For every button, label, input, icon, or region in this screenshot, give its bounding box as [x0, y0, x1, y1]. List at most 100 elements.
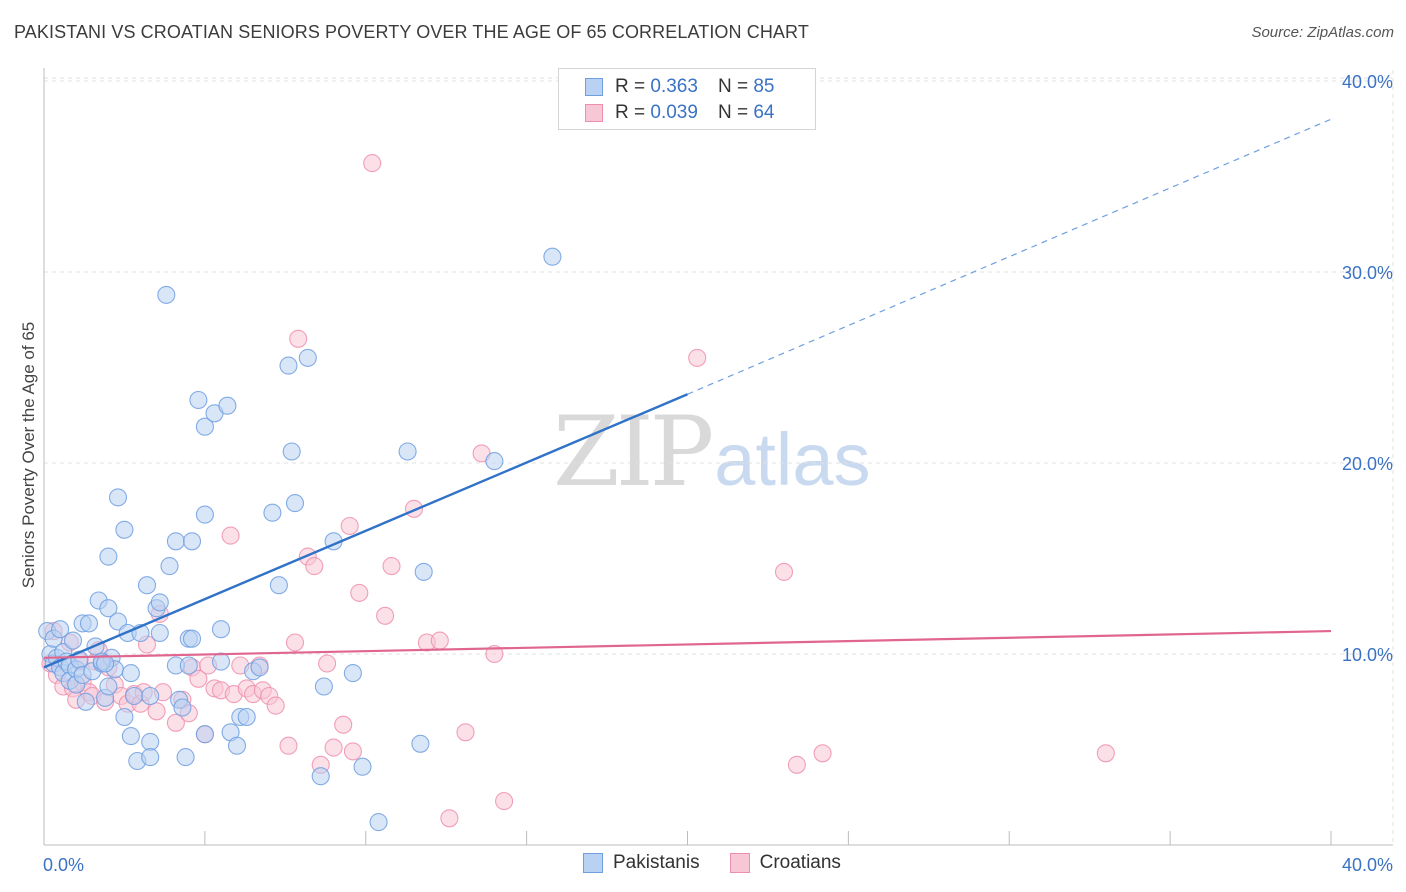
axes — [43, 68, 1393, 846]
point-croatians-42 — [266, 696, 285, 715]
watermark: ZIPatlas — [553, 404, 871, 501]
point-pakistanis-42 — [137, 576, 157, 595]
grid-lines — [44, 70, 1394, 845]
point-pakistanis-57 — [182, 532, 202, 551]
point-croatians-51 — [334, 715, 353, 734]
y-tick-label-10: 10.0% — [1342, 645, 1393, 665]
point-pakistanis-84 — [353, 757, 372, 776]
point-pakistanis-35 — [115, 707, 134, 727]
point-pakistanis-81 — [314, 677, 333, 696]
point-pakistanis-74 — [263, 503, 282, 522]
point-pakistanis-79 — [298, 348, 317, 367]
point-pakistanis-83 — [343, 664, 362, 683]
point-croatians-66 — [688, 348, 707, 367]
point-pakistanis-69 — [227, 736, 247, 755]
stats-legend: R = 0.363 N = 85 R = 0.039 N = 64 — [558, 68, 816, 130]
point-croatians-70 — [1096, 744, 1115, 763]
point-pakistanis-66 — [211, 620, 231, 639]
legend-n-label: N = — [717, 102, 749, 123]
point-pakistanis-67 — [218, 396, 237, 415]
point-croatians-43 — [279, 736, 298, 755]
point-croatians-47 — [305, 557, 324, 576]
point-pakistanis-31 — [108, 488, 128, 507]
point-croatians-22 — [147, 702, 166, 721]
point-pakistanis-75 — [269, 576, 288, 595]
point-croatians-61 — [440, 809, 459, 828]
point-croatians-49 — [318, 654, 337, 673]
trend-line-pakistanis-extension — [687, 118, 1332, 395]
legend-r-value-pakistanis: 0.363 — [650, 76, 698, 97]
point-pakistanis-38 — [121, 727, 140, 746]
point-croatians-68 — [787, 755, 806, 774]
point-pakistanis-65 — [211, 652, 231, 671]
point-pakistanis-49 — [157, 285, 176, 304]
point-croatians-55 — [363, 154, 382, 173]
legend-item-pakistanis: Pakistanis — [583, 852, 700, 874]
point-croatians-56 — [376, 606, 395, 625]
point-pakistanis-60 — [195, 725, 214, 744]
legend-n-label: N = — [717, 76, 749, 97]
point-pakistanis-45 — [141, 686, 160, 706]
point-croatians-53 — [343, 742, 362, 761]
point-pakistanis-54 — [173, 698, 192, 717]
point-pakistanis-30 — [108, 612, 128, 631]
x-tick-label-max: 40.0% — [1342, 855, 1393, 875]
x-tick-label-min: 0.0% — [43, 855, 84, 875]
series-legend: Pakistanis Croatians — [583, 852, 871, 874]
point-pakistanis-77 — [282, 442, 301, 461]
legend-swatch-pakistanis — [583, 853, 603, 873]
source-label: Source: ZipAtlas.com — [1251, 24, 1394, 41]
point-pakistanis-63 — [195, 417, 214, 436]
point-pakistanis-5 — [51, 620, 70, 639]
point-pakistanis-26 — [99, 599, 118, 618]
tick-labels: 10.0% 20.0% 30.0% 40.0% 0.0% 40.0% — [43, 72, 1393, 875]
point-pakistanis-86 — [398, 442, 417, 461]
legend-r-value-croatians: 0.039 — [650, 102, 698, 123]
point-pakistanis-61 — [189, 390, 208, 410]
point-pakistanis-44 — [141, 748, 160, 767]
point-croatians-29 — [189, 669, 208, 688]
legend-label-pakistanis: Pakistanis — [613, 852, 700, 873]
chart-title: PAKISTANI VS CROATIAN SENIORS POVERTY OV… — [14, 22, 809, 42]
point-pakistanis-18 — [76, 692, 95, 711]
point-croatians-45 — [289, 329, 308, 348]
watermark-atlas: atlas — [714, 418, 871, 501]
point-pakistanis-80 — [311, 767, 330, 786]
legend-swatch-croatians — [729, 853, 750, 873]
point-pakistanis-33 — [99, 677, 118, 696]
point-pakistanis-56 — [179, 656, 198, 675]
point-croatians-65 — [495, 792, 514, 811]
point-pakistanis-19 — [79, 614, 99, 633]
point-pakistanis-71 — [237, 707, 256, 727]
legend-n-value-pakistanis: 85 — [753, 76, 775, 97]
point-pakistanis-25 — [99, 547, 118, 566]
point-pakistanis-87 — [414, 562, 433, 581]
point-croatians-54 — [350, 583, 369, 602]
point-pakistanis-55 — [176, 748, 195, 767]
point-pakistanis-62 — [195, 505, 214, 524]
point-croatians-60 — [430, 631, 449, 650]
point-pakistanis-53 — [166, 532, 185, 551]
point-pakistanis-76 — [279, 356, 298, 375]
point-croatians-67 — [774, 562, 794, 581]
watermark-zip: ZIP — [553, 396, 714, 508]
legend-row-pakistanis: R = 0.363 N = 85 — [585, 75, 774, 99]
point-pakistanis-47 — [150, 593, 169, 612]
point-pakistanis-90 — [543, 247, 562, 266]
point-pakistanis-73 — [250, 658, 269, 677]
trend-lines — [43, 118, 1332, 669]
point-croatians-62 — [456, 723, 475, 742]
point-croatians-50 — [324, 738, 343, 757]
point-pakistanis-88 — [411, 734, 430, 753]
point-pakistanis-12 — [63, 631, 83, 650]
point-croatians-34 — [221, 526, 240, 545]
legend-row-croatians: R = 0.039 N = 64 — [585, 101, 774, 125]
y-tick-label-40: 40.0% — [1342, 72, 1393, 92]
point-pakistanis-85 — [369, 813, 388, 832]
legend-swatch-pakistanis — [585, 78, 603, 96]
point-pakistanis-34 — [115, 520, 134, 539]
point-pakistanis-48 — [150, 623, 169, 643]
point-pakistanis-59 — [182, 629, 202, 648]
legend-n-value-croatians: 64 — [753, 102, 775, 123]
